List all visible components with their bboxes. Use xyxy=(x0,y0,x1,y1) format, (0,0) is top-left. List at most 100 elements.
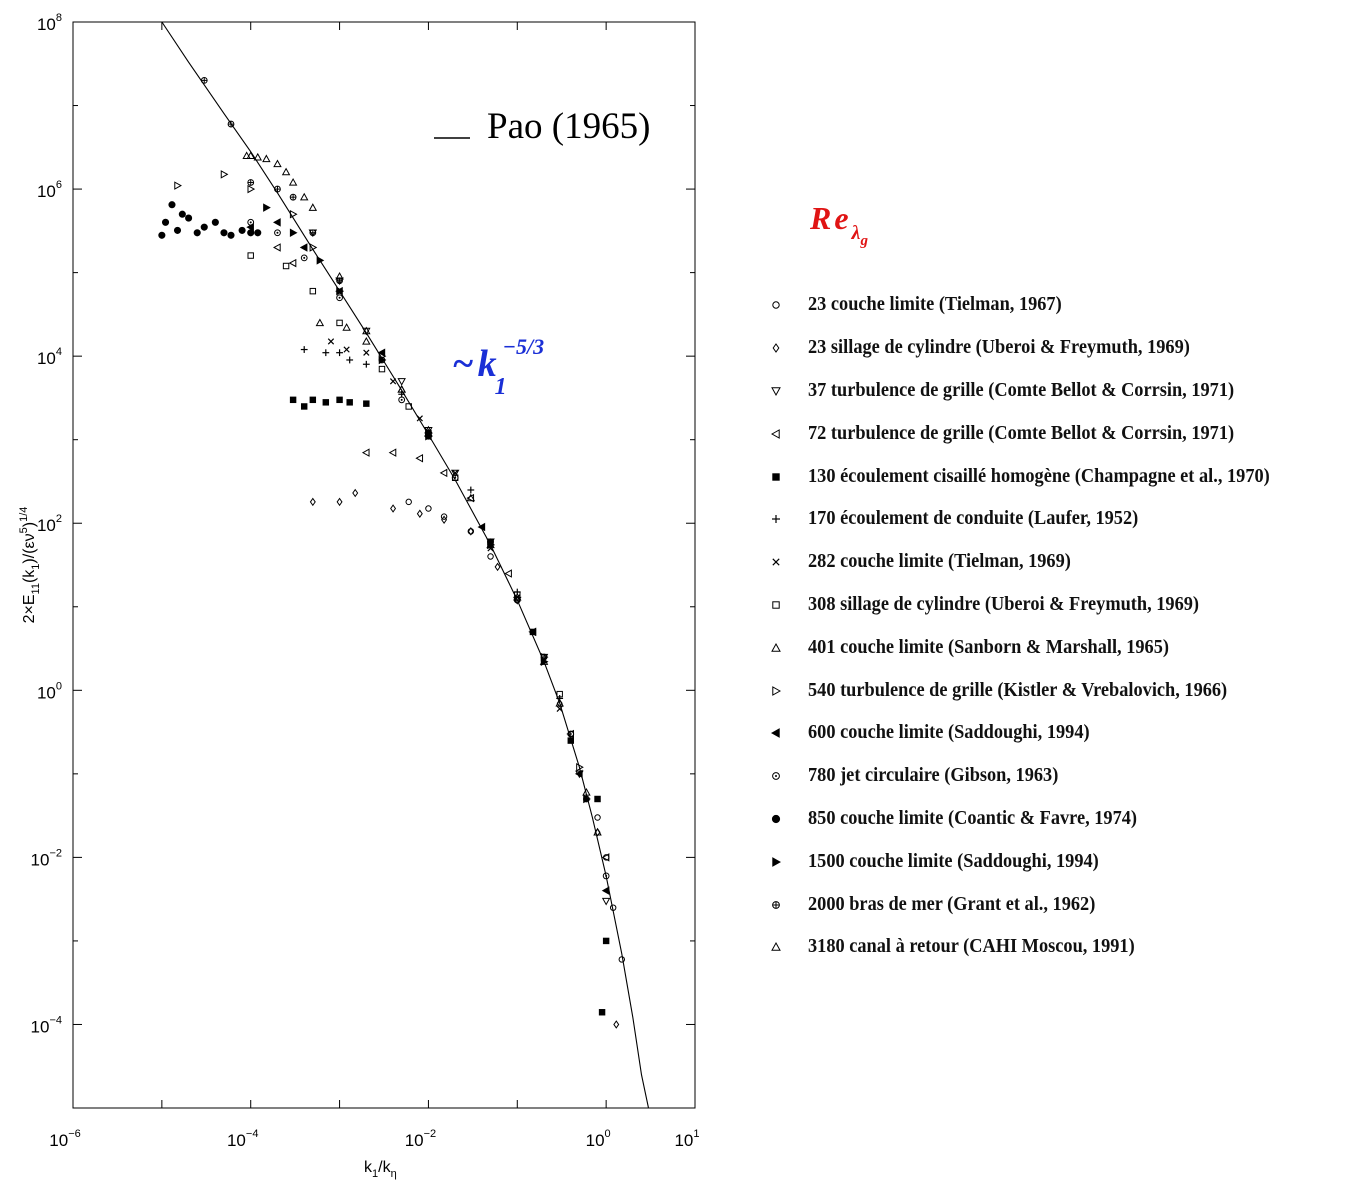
data-point xyxy=(594,814,601,821)
data-point xyxy=(424,428,433,437)
data-point xyxy=(451,474,459,482)
data-point xyxy=(254,229,262,237)
legend-symbol-icon xyxy=(772,301,780,310)
data-point xyxy=(440,513,448,520)
data-point xyxy=(246,151,255,160)
series-9 xyxy=(174,170,584,772)
data-point xyxy=(556,690,563,698)
legend-symbol-icon xyxy=(772,472,780,481)
data-point xyxy=(262,154,271,163)
data-point xyxy=(247,252,254,259)
data-point xyxy=(220,170,229,179)
data-point xyxy=(466,493,475,503)
data-point xyxy=(299,192,309,201)
y-tick-label: 104 xyxy=(37,346,62,368)
series-12 xyxy=(158,201,262,239)
legend-item-label: 308 sillage de cylindre (Uberoi & Freymu… xyxy=(808,593,1200,615)
data-point xyxy=(389,378,397,385)
legend-item: 282 couche limite (Tielman, 1969) xyxy=(766,541,1299,584)
y-tick-label: 10−2 xyxy=(31,847,62,869)
y-tick-label: 100 xyxy=(37,680,62,702)
data-point xyxy=(168,201,176,209)
data-point xyxy=(609,904,617,911)
legend-symbol-icon xyxy=(771,387,781,397)
legend-item: 1500 couche limite (Saddoughi, 1994) xyxy=(766,840,1299,883)
data-point xyxy=(308,203,318,211)
data-point xyxy=(618,956,626,963)
legend-item-label: 23 couche limite (Tielman, 1967) xyxy=(808,294,1062,316)
data-point xyxy=(273,218,281,227)
data-point xyxy=(467,486,475,494)
data-point xyxy=(352,488,359,498)
data-point xyxy=(316,256,325,265)
legend-item-label: 282 couche limite (Tielman, 1969) xyxy=(808,551,1071,573)
data-point xyxy=(594,795,601,803)
data-point xyxy=(336,319,343,327)
data-point xyxy=(601,886,610,895)
data-point xyxy=(273,243,281,252)
x-tick-label: 100 xyxy=(586,1128,611,1150)
data-point xyxy=(200,223,208,231)
data-markers xyxy=(158,77,626,1029)
data-point xyxy=(322,399,330,406)
x-tick-label: 10−4 xyxy=(227,1128,258,1150)
data-point xyxy=(528,627,537,637)
data-point xyxy=(336,286,345,296)
data-point xyxy=(397,378,406,386)
data-point xyxy=(405,403,412,410)
legend-symbol-icon xyxy=(772,685,782,696)
data-point xyxy=(336,497,343,507)
legend-item: 540 turbulence de grille (Kistler & Vreb… xyxy=(766,669,1299,712)
series-1 xyxy=(309,488,620,1029)
legend-item: 170 écoulement de conduite (Laufer, 1952… xyxy=(766,498,1299,541)
x-tick-label: 10−2 xyxy=(405,1128,436,1150)
axis-tick-labels: 10−6 10−4 10−2 100 101 108 106 104 102 100 10−2 10−… xyxy=(31,12,700,1150)
data-point xyxy=(288,258,297,268)
data-point xyxy=(200,77,208,84)
power-law-label: ~ k 1−5/3 xyxy=(452,334,544,400)
data-point xyxy=(335,272,344,280)
data-point xyxy=(576,762,584,772)
data-point xyxy=(477,522,486,532)
data-point xyxy=(415,453,424,463)
series-2 xyxy=(308,229,611,906)
axis-ticks xyxy=(72,21,696,1109)
series-7 xyxy=(247,252,563,698)
data-point xyxy=(378,356,386,364)
legend-item-label: 72 turbulence de grille (Comte Bellot & … xyxy=(808,422,1235,444)
data-point xyxy=(289,193,297,201)
legend-item: 2000 bras de mer (Grant et al., 1962) xyxy=(766,883,1299,926)
data-point xyxy=(343,346,350,353)
legend-item: 780 jet circulaire (Gibson, 1963) xyxy=(766,755,1299,798)
data-point xyxy=(300,346,308,353)
data-point xyxy=(158,231,166,239)
data-point xyxy=(336,294,343,302)
legend-item-label: 37 turbulence de grille (Comte Bellot & … xyxy=(808,379,1235,401)
data-point xyxy=(309,243,318,252)
data-point xyxy=(299,243,308,252)
legend-item-label: 2000 bras de mer (Grant et al., 1962) xyxy=(808,893,1096,915)
data-point xyxy=(220,229,228,237)
data-point xyxy=(173,226,182,234)
data-point xyxy=(161,218,170,226)
data-point xyxy=(346,356,354,364)
data-point xyxy=(242,151,251,160)
data-point xyxy=(405,498,412,506)
series-11 xyxy=(247,218,610,880)
data-point xyxy=(388,448,397,457)
pao-label: Pao (1965) xyxy=(487,106,650,147)
data-point xyxy=(416,509,423,518)
data-point xyxy=(450,469,460,478)
data-point xyxy=(336,349,343,357)
scatter-plot: 10−6 10−4 10−2 100 101 108 106 104 102 100 10−2 10−… xyxy=(18,12,700,1180)
data-point xyxy=(466,493,476,502)
legend-symbol-icon xyxy=(772,900,780,909)
legend-item: 23 sillage de cylindre (Uberoi & Freymut… xyxy=(766,327,1299,370)
data-point xyxy=(336,396,343,404)
data-point xyxy=(363,400,370,407)
legend-item-label: 23 sillage de cylindre (Uberoi & Freymut… xyxy=(808,337,1190,359)
data-point xyxy=(602,937,610,945)
legend-symbol-icon xyxy=(772,856,782,867)
legend-symbol-icon xyxy=(771,814,781,824)
data-point xyxy=(504,569,512,578)
